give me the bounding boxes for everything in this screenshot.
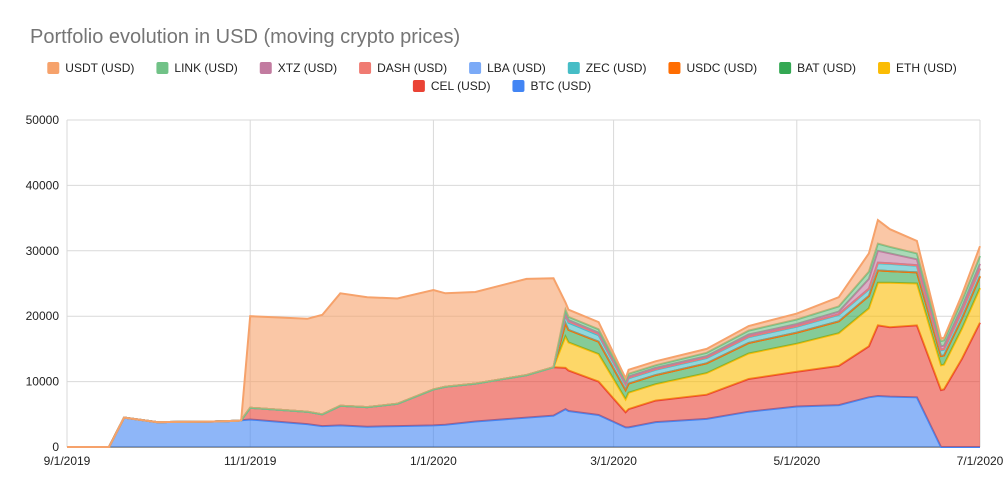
stacked-areas: [67, 218, 981, 448]
legend-item: LBA (USD): [469, 61, 546, 75]
legend-label: XTZ (USD): [278, 61, 337, 75]
legend-item: DASH (USD): [359, 61, 447, 75]
x-tick-label: 3/1/2020: [590, 454, 637, 468]
legend-item: ZEC (USD): [567, 61, 647, 75]
x-tick-label: 11/1/2019: [224, 454, 277, 468]
area-eth-usd: [67, 282, 980, 447]
legend-label: DASH (USD): [377, 61, 447, 75]
legend-swatch: [259, 62, 272, 74]
y-tick-label: 20000: [26, 309, 60, 323]
legend-swatch: [412, 80, 425, 92]
area-usdt-usd: [67, 220, 980, 447]
legend-item: USDC (USD): [668, 61, 757, 75]
y-tick-label: 0: [52, 440, 59, 454]
legend-swatch: [567, 62, 580, 74]
legend-label: USDC (USD): [686, 61, 757, 75]
y-axis-ticks: 0 10000 20000 30000 40000 50000: [26, 113, 60, 454]
x-axis-ticks: 9/1/2019 11/1/2019 1/1/2020 3/1/2020 5/1/202…: [44, 454, 1004, 468]
legend-item: XTZ (USD): [259, 61, 337, 75]
line-usdt-usd: [67, 218, 981, 448]
legend-swatch: [469, 62, 482, 74]
legend-swatch: [47, 62, 60, 74]
legend-item: CEL (USD): [412, 79, 491, 93]
y-tick-label: 10000: [26, 375, 60, 389]
y-tick-label: 40000: [26, 178, 60, 192]
legend-label: LBA (USD): [487, 61, 546, 75]
chart-title: Portfolio evolution in USD (moving crypt…: [30, 26, 460, 48]
x-tick-label: 9/1/2019: [44, 454, 91, 468]
legend-swatch: [878, 62, 891, 74]
legend-swatch: [668, 62, 681, 74]
x-tick-label: 5/1/2020: [773, 454, 820, 468]
legend-label: LINK (USD): [174, 61, 237, 75]
legend-label: BAT (USD): [797, 61, 856, 75]
legend-label: ETH (USD): [896, 61, 957, 75]
legend: USDT (USD) LINK (USD) XTZ (USD) DASH (USD) L…: [47, 61, 957, 93]
legend-item: ETH (USD): [878, 61, 957, 75]
y-tick-label: 50000: [26, 113, 60, 127]
legend-swatch: [512, 80, 525, 92]
area-btc-usd: [67, 396, 980, 447]
legend-item: BTC (USD): [512, 79, 591, 93]
legend-swatch: [156, 62, 169, 74]
legend-item: BAT (USD): [779, 61, 856, 75]
x-tick-label: 1/1/2020: [410, 454, 457, 468]
legend-label: USDT (USD): [65, 61, 134, 75]
legend-label: BTC (USD): [530, 79, 591, 93]
legend-item: LINK (USD): [156, 61, 238, 75]
legend-swatch: [359, 62, 372, 74]
legend-label: ZEC (USD): [586, 61, 647, 75]
legend-swatch: [779, 62, 792, 74]
x-tick-label: 7/1/2020: [957, 454, 1004, 468]
legend-label: CEL (USD): [431, 79, 491, 93]
y-tick-label: 30000: [26, 244, 60, 258]
area-cel-usd: [67, 322, 980, 447]
legend-item: USDT (USD): [47, 61, 134, 75]
